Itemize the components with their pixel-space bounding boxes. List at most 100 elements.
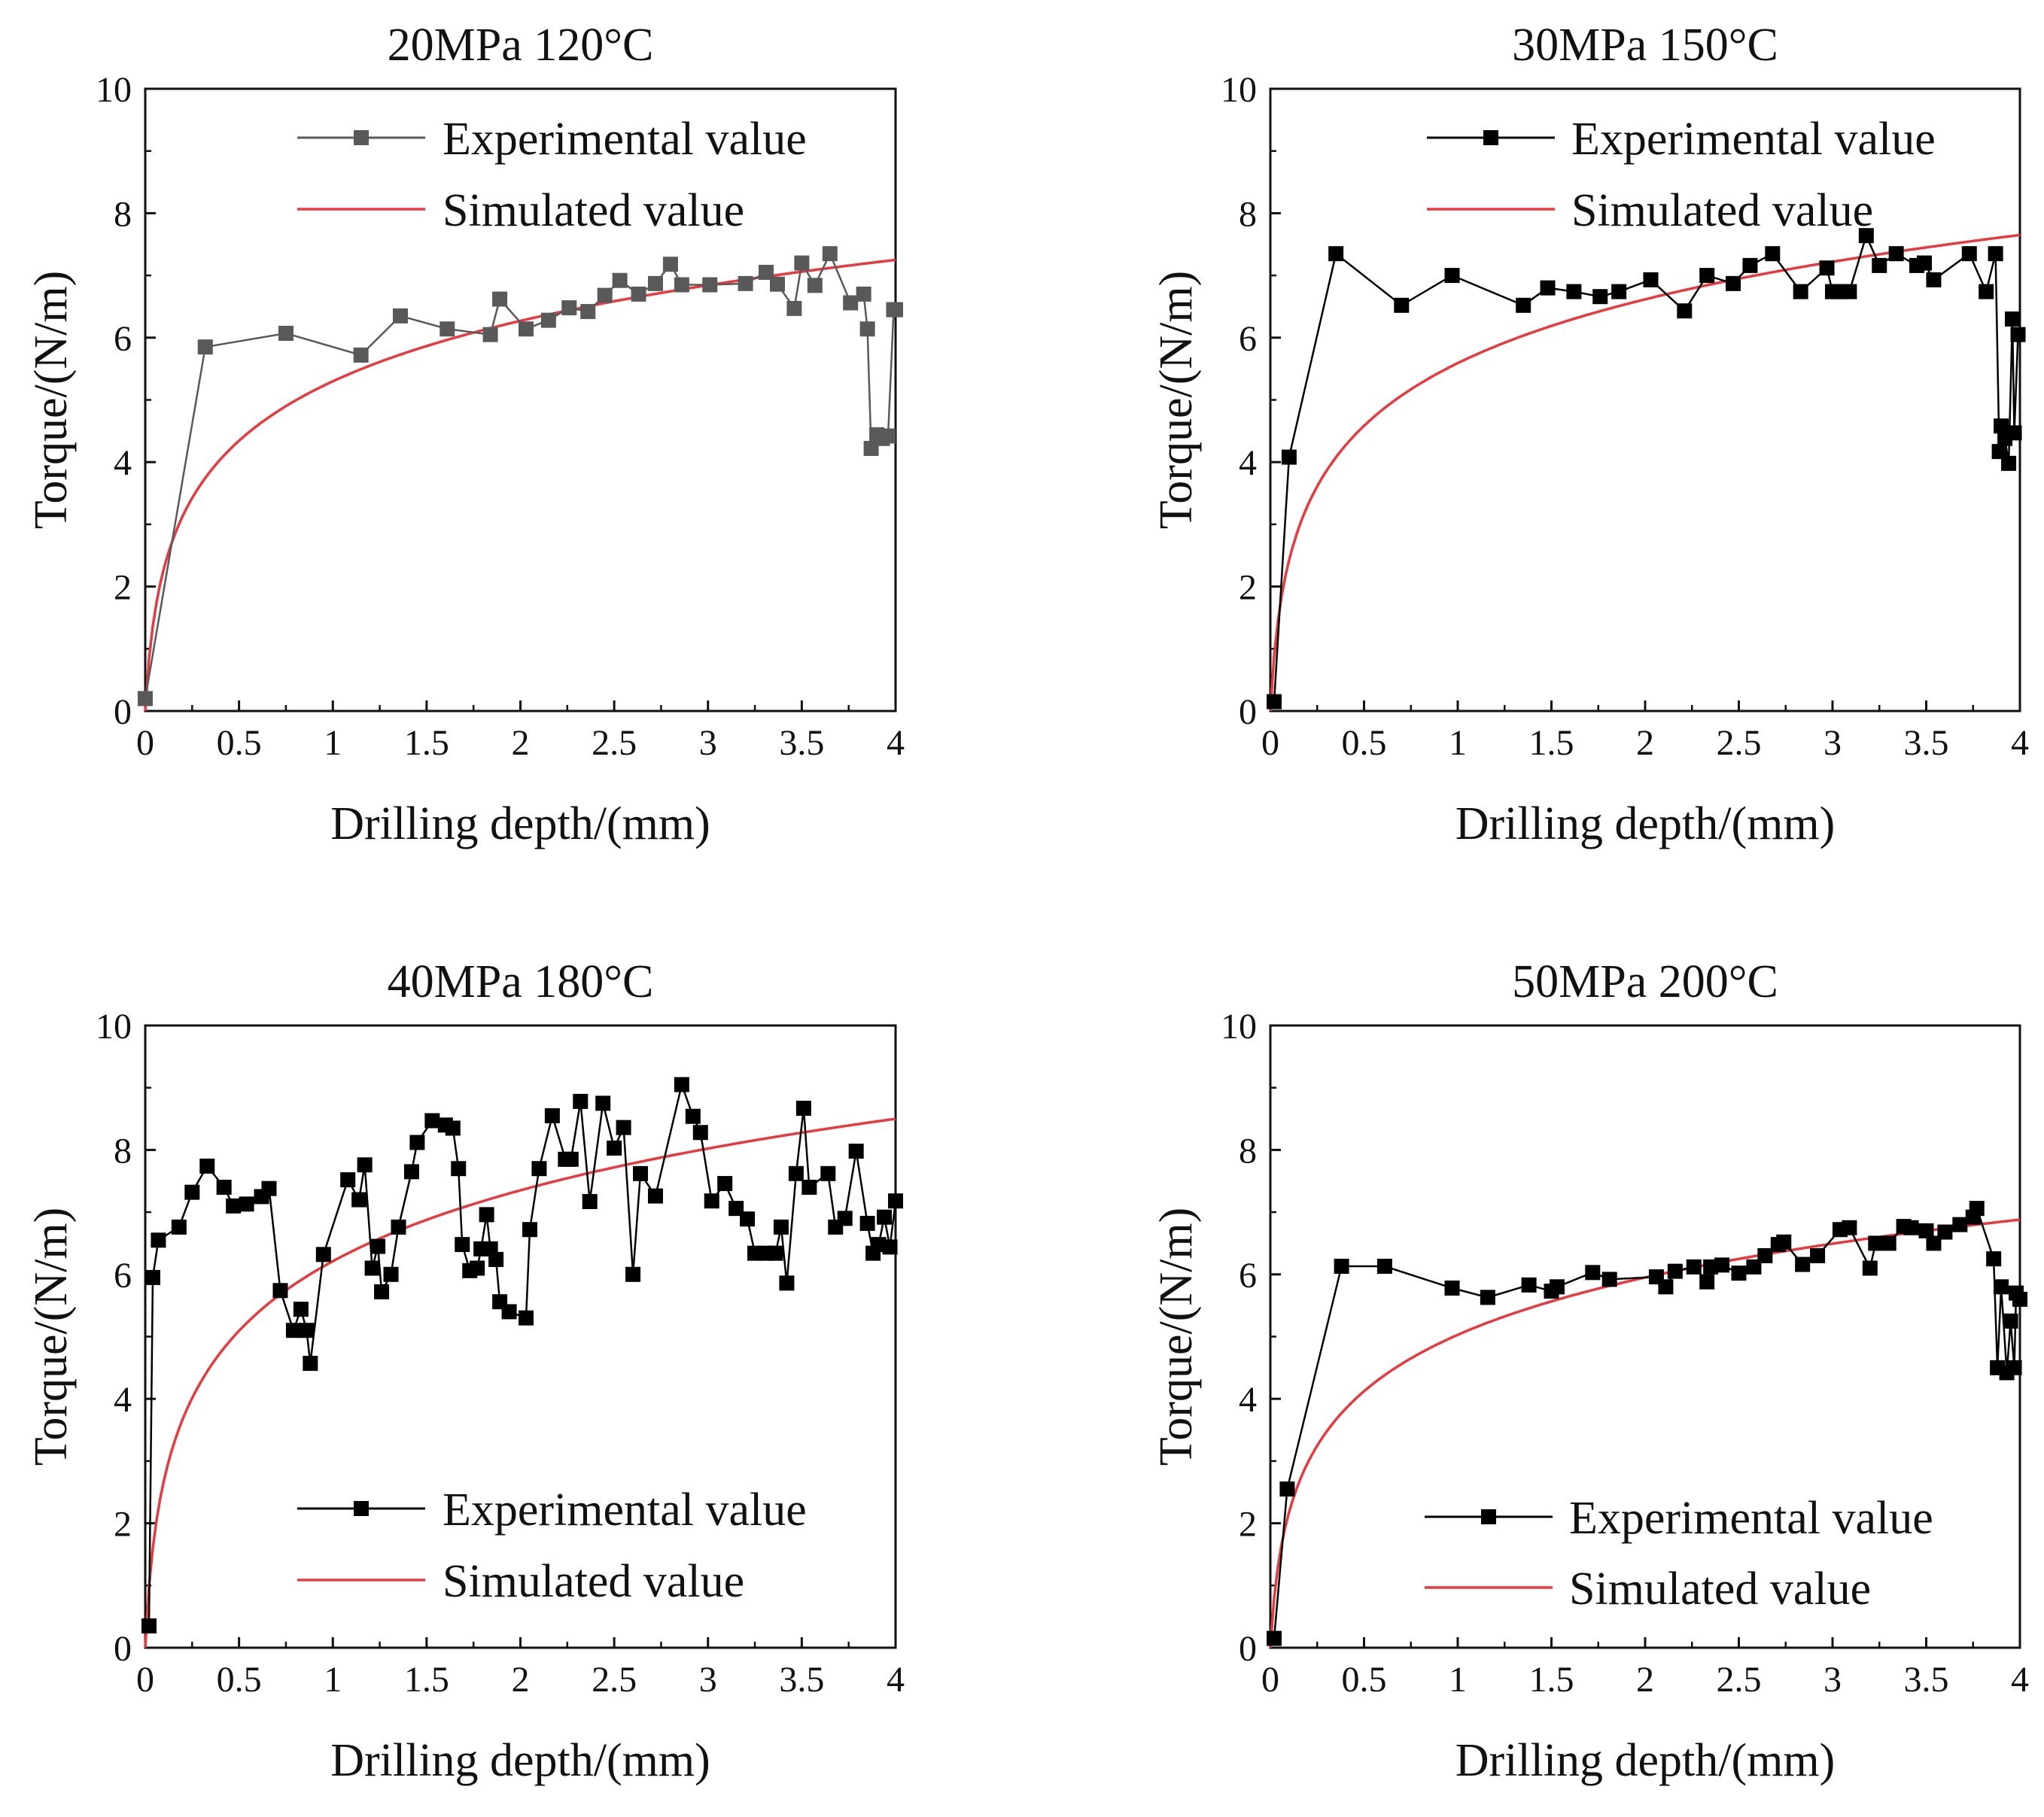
y-tick-label: 10 — [1221, 70, 1257, 110]
experimental-point — [801, 1180, 817, 1196]
experimental-point — [1549, 1279, 1565, 1295]
x-tick-label: 0.5 — [1342, 723, 1387, 763]
experimental-point — [424, 1113, 440, 1129]
y-tick-label: 10 — [1221, 1007, 1257, 1047]
x-tick-label: 2.5 — [592, 1660, 637, 1700]
experimental-point — [888, 1193, 903, 1209]
experimental-point — [1903, 1220, 1919, 1235]
experimental-point — [1521, 1277, 1537, 1293]
experimental-point — [881, 428, 896, 444]
x-axis-label: Drilling depth/(mm) — [1455, 1735, 1836, 1786]
experimental-line — [1273, 232, 2019, 702]
experimental-point — [888, 302, 903, 318]
experimental-point — [1516, 297, 1531, 313]
x-tick-label: 4 — [2011, 1660, 2029, 1700]
experimental-point — [1862, 1260, 1878, 1276]
experimental-point — [299, 1323, 315, 1338]
experimental-point — [138, 691, 153, 706]
experimental-point — [597, 287, 613, 303]
experimental-point — [151, 1232, 166, 1248]
experimental-point — [794, 255, 810, 271]
panel-20mpa-120c: 20MPa 120°C 0 0.5 1 1.5 2 2.5 3 3.5 4 0 2 4 6 8 10 Drill… — [26, 20, 905, 849]
experimental-point — [1480, 1290, 1495, 1305]
experimental-point — [501, 1304, 517, 1320]
y-tick-label: 8 — [114, 194, 132, 234]
experimental-point — [607, 1140, 622, 1156]
y-tick-label: 6 — [1239, 1256, 1257, 1296]
experimental-point — [837, 1211, 853, 1226]
experimental-point — [171, 1219, 187, 1235]
experimental-point — [239, 1196, 254, 1212]
x-tick-label: 2 — [1636, 723, 1654, 763]
x-tick-label: 1 — [1449, 1660, 1467, 1700]
experimental-point — [595, 1095, 611, 1111]
experimental-point — [625, 1266, 641, 1282]
experimental-point — [1731, 1266, 1747, 1281]
experimental-point — [738, 275, 753, 291]
experimental-point — [544, 1108, 560, 1123]
experimental-point — [353, 347, 369, 363]
legend-simulated-label: Simulated value — [1571, 185, 1873, 236]
experimental-point — [631, 286, 646, 302]
experimental-point — [788, 1165, 804, 1181]
experimental-point — [2003, 1313, 2018, 1329]
x-tick-label: 2 — [512, 723, 530, 763]
experimental-point — [2012, 1291, 2027, 1307]
y-axis-label: Torque/(N/m) — [1151, 1208, 1202, 1466]
experimental-point — [1540, 280, 1556, 296]
experimental-point — [759, 264, 774, 280]
x-tick-label: 0 — [1261, 723, 1279, 763]
y-tick-label: 8 — [1239, 194, 1257, 234]
experimental-point — [1961, 246, 1977, 262]
experimental-point — [1667, 1263, 1683, 1279]
y-tick-label: 10 — [96, 70, 132, 110]
experimental-point — [1868, 1235, 1884, 1251]
experimental-point — [795, 1100, 811, 1116]
experimental-line — [148, 1081, 897, 1627]
experimental-point — [479, 1207, 494, 1223]
y-tick-label: 4 — [114, 443, 132, 483]
experimental-point — [451, 1161, 467, 1177]
legend-experimental-label: Experimental value — [443, 1484, 807, 1536]
experimental-point — [807, 278, 823, 293]
experimental-point — [1765, 246, 1781, 262]
experimental-point — [492, 291, 508, 307]
x-tick-label: 0.5 — [1342, 1660, 1387, 1700]
experimental-point — [364, 1260, 380, 1276]
y-tick-label: 4 — [1239, 443, 1257, 483]
panel-50mpa-200c: 50MPa 200°C 0 0.5 1 1.5 2 2.5 3 3.5 4 0 2 4 6 8 10 Drill… — [1151, 956, 2029, 1786]
experimental-point — [199, 1158, 215, 1174]
experimental-point — [647, 1188, 663, 1204]
experimental-point — [1819, 260, 1835, 276]
experimental-point — [1566, 284, 1582, 299]
y-tick-label: 6 — [114, 319, 132, 359]
experimental-point — [2001, 455, 2017, 471]
x-tick-label: 2.5 — [1717, 1660, 1762, 1700]
x-tick-label: 3.5 — [779, 723, 824, 763]
x-tick-label: 1.5 — [404, 1660, 449, 1700]
legend-simulated-label: Simulated value — [1569, 1563, 1871, 1615]
experimental-point — [226, 1198, 242, 1214]
experimental-point — [141, 1618, 157, 1634]
plot-frame — [144, 1024, 897, 1649]
x-tick-label: 3 — [1823, 723, 1842, 763]
x-tick-label: 2.5 — [592, 723, 637, 763]
experimental-point — [674, 277, 689, 293]
experimental-point — [1926, 272, 1942, 287]
experimental-point — [315, 1247, 331, 1262]
y-axis-label: Torque/(N/m) — [1151, 271, 1202, 529]
y-tick-label: 10 — [96, 1007, 132, 1047]
experimental-point — [692, 1125, 708, 1141]
experimental-point — [843, 295, 859, 311]
experimental-point — [859, 1215, 875, 1231]
experimental-point — [882, 1239, 898, 1255]
experimental-point — [1699, 268, 1715, 284]
y-tick-label: 2 — [114, 1505, 132, 1545]
x-tick-label: 0 — [136, 723, 154, 763]
plot-frame — [144, 87, 897, 713]
x-tick-label: 2 — [512, 1660, 530, 1700]
experimental-point — [383, 1266, 399, 1282]
chart-title: 40MPa 180°C — [388, 956, 654, 1007]
chart-title: 30MPa 150°C — [1512, 20, 1778, 71]
experimental-point — [518, 321, 534, 337]
